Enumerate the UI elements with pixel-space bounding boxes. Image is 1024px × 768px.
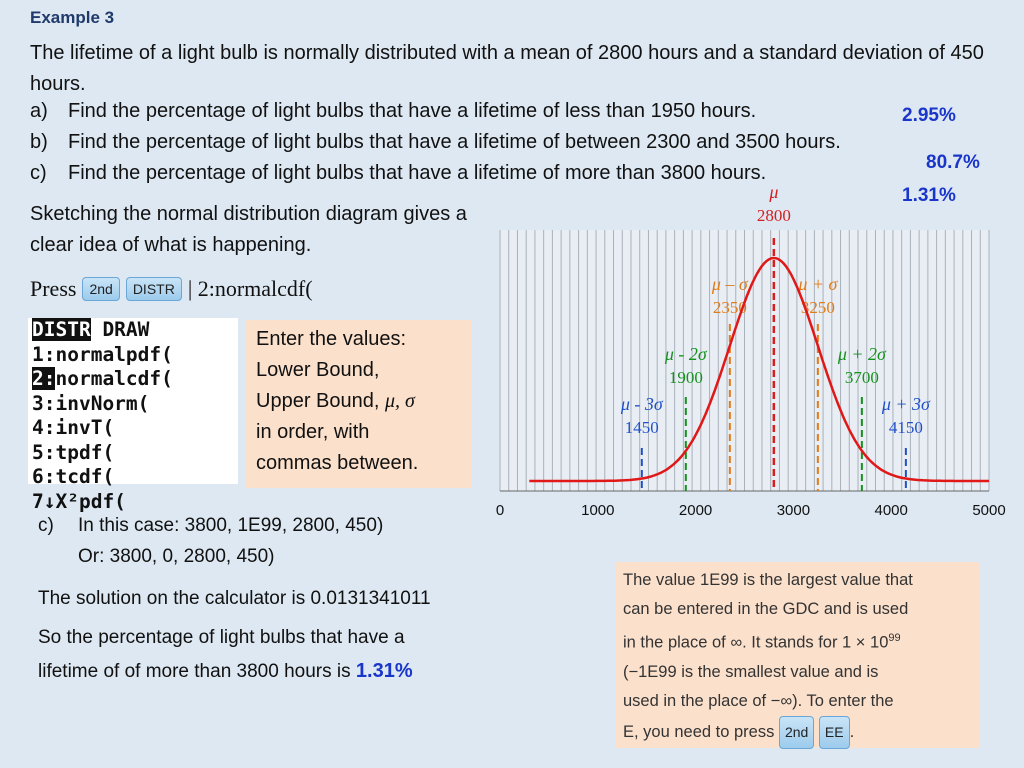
enter-line: Enter the values: — [256, 328, 407, 350]
enter-line: Lower Bound, — [256, 359, 380, 381]
enter-line: in order, with — [256, 421, 370, 443]
enter-line-text: Upper Bound, — [256, 390, 385, 412]
calc-menu-item: 4:invT( — [32, 416, 115, 439]
question-a: a) Find the percentage of light bulbs tha… — [30, 100, 756, 123]
press-suffix: | 2:normalcdf( — [187, 276, 313, 301]
calc-menu-item: 7↓X²pdf( — [32, 489, 126, 513]
question-c: c) Find the percentage of light bulbs tha… — [30, 162, 766, 185]
answer-c: 1.31% — [902, 185, 956, 206]
marker-value: 1450 — [625, 418, 659, 437]
enter-line: commas between. — [256, 452, 419, 474]
exponent: 99 — [888, 632, 901, 644]
marker-value: 1900 — [669, 368, 703, 387]
normal-distribution-chart: μ 2800 μ – σ 2350 μ + σ 3250 μ - 2σ 1900 μ + 2σ 3… — [496, 182, 1006, 519]
calc-tab-distr: DISTR — [32, 318, 91, 341]
conclusion-line-1: So the percentage of light bulbs that ha… — [38, 627, 405, 648]
x-tick-label: 3000 — [777, 502, 810, 519]
calc-menu-item: 5:tpdf( — [32, 440, 115, 464]
calc-menu-item: 6:tcdf( — [32, 465, 115, 488]
x-tick-label: 1000 — [581, 502, 614, 519]
question-text: Find the percentage of light bulbs that … — [68, 131, 841, 153]
marker-value: 4150 — [889, 418, 923, 437]
enter-values-box: Enter the values: Lower Bound, Upper Bou… — [246, 320, 472, 488]
marker-symbol: μ - 2σ — [664, 344, 708, 364]
note-line: used in the place of −∞). To enter the — [623, 691, 894, 710]
calc-menu-item: 1:normalpdf( — [32, 342, 173, 366]
question-b: b) Find the percentage of light bulbs tha… — [30, 131, 841, 154]
mu-sigma-symbols: μ, σ — [384, 390, 415, 412]
note-line: The value 1E99 is the largest value that — [623, 571, 913, 589]
question-text: Find the percentage of light bulbs that … — [68, 100, 757, 122]
case-line-2: Or: 3800, 0, 2800, 450) — [78, 546, 275, 567]
enter-line: Upper Bound, μ, σ — [256, 386, 462, 417]
x-tick-label: 0 — [496, 502, 504, 519]
press-instruction: Press 2nd DISTR | 2:normalcdf( — [30, 276, 313, 302]
marker-value: 3700 — [845, 368, 879, 387]
note-line: can be entered in the GDC and is used — [623, 600, 909, 618]
question-text: Find the percentage of light bulbs that … — [68, 162, 767, 184]
answer-b: 80.7% — [926, 152, 980, 173]
note-text: in the place of ∞. It stands for 1 × 10 — [623, 633, 889, 652]
case-line-1: c) In this case: 3800, 1E99, 2800, 450) — [38, 515, 383, 537]
marker-value: 2350 — [713, 298, 747, 317]
note-box: The value 1E99 is the largest value that… — [616, 562, 980, 749]
ee-key: EE — [818, 715, 850, 749]
sketch-text: Sketching the normal distribution diagra… — [30, 203, 467, 256]
question-label: a) — [30, 100, 48, 122]
question-label: b) — [30, 131, 48, 153]
calculator-screen: DISTR DRAW 1:normalpdf( 2:normalcdf( 3:i… — [28, 318, 238, 511]
note-line: E, you need to press 2nd EE. — [623, 715, 973, 749]
x-tick-label: 4000 — [875, 502, 908, 519]
answer-a: 2.95% — [902, 105, 956, 126]
distr-key: DISTR — [125, 277, 182, 301]
calc-menu-header: DISTR DRAW — [28, 318, 238, 343]
problem-intro: The lifetime of a light bulb is normally… — [30, 42, 984, 95]
question-label: c) — [30, 162, 47, 184]
note-line: (−1E99 is the smallest value and is — [623, 662, 879, 681]
marker-value: 3250 — [801, 298, 835, 317]
marker-symbol: μ — [768, 182, 778, 202]
calc-item-number: 2: — [32, 367, 56, 390]
marker-symbol: μ + 2σ — [837, 344, 887, 364]
conclusion-line-2: lifetime of of more than 3800 hours is 1… — [38, 660, 413, 683]
normal-curve — [529, 256, 989, 483]
example-title: Example 3 — [30, 8, 115, 27]
x-tick-label: 5000 — [972, 502, 1005, 519]
2nd-key: 2nd — [778, 715, 815, 749]
marker-value: 2800 — [757, 206, 791, 225]
note-text: E, you need to press — [623, 722, 775, 741]
marker-symbol: μ - 3σ — [620, 394, 664, 414]
x-tick-label: 2000 — [679, 502, 712, 519]
conclusion-text: lifetime of of more than 3800 hours is — [38, 661, 351, 682]
calculator-solution: The solution on the calculator is 0.0131… — [38, 588, 431, 609]
calc-tab-draw: DRAW — [90, 318, 150, 341]
calc-menu-item: 3:invNorm( — [32, 391, 150, 415]
press-prefix: Press — [30, 276, 77, 301]
marker-symbol: μ + 3σ — [881, 394, 931, 414]
case-label: c) — [38, 515, 54, 536]
marker-symbol: μ – σ — [711, 274, 749, 294]
calc-item-text: normalcdf( — [55, 367, 173, 390]
2nd-key: 2nd — [82, 277, 120, 301]
final-answer: 1.31% — [355, 660, 413, 682]
note-line: in the place of ∞. It stands for 1 × 109… — [623, 624, 973, 658]
case-text: In this case: 3800, 1E99, 2800, 450) — [78, 515, 384, 536]
marker-symbol: μ + σ — [797, 274, 838, 294]
calc-menu-item-selected: 2:normalcdf( — [28, 367, 238, 392]
